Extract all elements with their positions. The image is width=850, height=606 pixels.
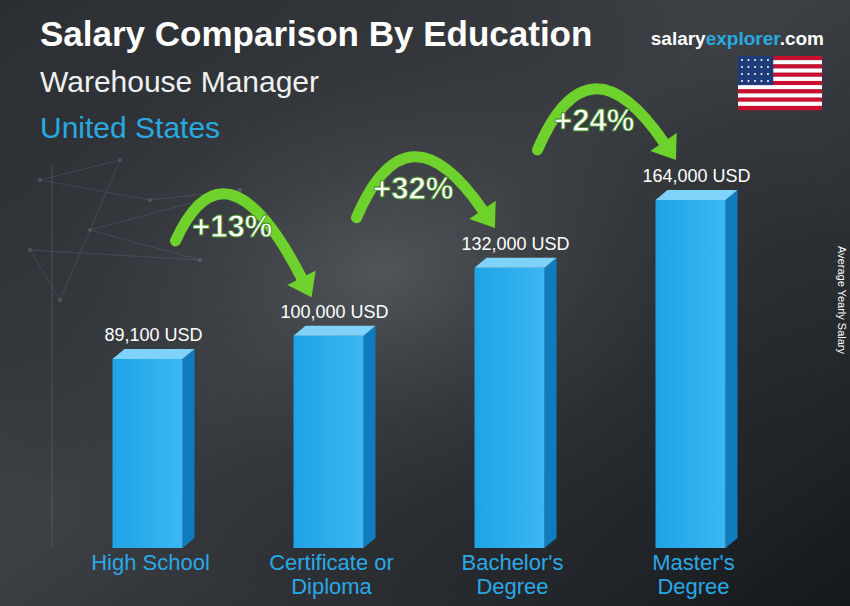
- flag-stripe: [738, 93, 822, 97]
- flag-star: [754, 66, 756, 68]
- bars: [113, 190, 738, 548]
- growth-arrow: [357, 157, 483, 218]
- category-label: High School: [91, 550, 210, 575]
- bar-side: [364, 326, 376, 548]
- flag-stripe: [738, 106, 822, 110]
- bar-side: [183, 349, 195, 548]
- flag-star: [761, 80, 763, 82]
- network-line: [40, 180, 150, 200]
- flag-star: [754, 80, 756, 82]
- subtitle: Warehouse Manager: [40, 65, 319, 98]
- category-line: Certificate or: [269, 550, 394, 575]
- bar-front: [656, 200, 726, 548]
- growth-annotation: +13%: [192, 209, 272, 244]
- category-label: Certificate orDiploma: [269, 550, 394, 599]
- y-axis-label: Average Yearly Salary: [836, 246, 848, 355]
- category-label: Master'sDegree: [652, 550, 734, 599]
- arrows: [176, 89, 677, 297]
- growth-arrow: [538, 89, 664, 150]
- bar: [113, 349, 195, 548]
- network-line: [30, 250, 200, 260]
- network-line: [30, 250, 60, 300]
- title: Salary Comparison By Education: [40, 14, 592, 53]
- flag-star: [754, 59, 756, 61]
- flag-star: [748, 73, 750, 75]
- flag-star: [761, 73, 763, 75]
- bar-top: [113, 349, 195, 359]
- category-line: Diploma: [291, 574, 372, 599]
- bar-top: [294, 326, 376, 336]
- growth-arrow-head: [650, 133, 676, 160]
- y-axis-line: [52, 166, 53, 548]
- growth-annotation: +32%: [373, 171, 453, 206]
- growth-arrow-head: [469, 201, 495, 228]
- bar: [475, 258, 557, 548]
- bar-front: [113, 359, 183, 548]
- growth-arrow-head: [287, 270, 315, 297]
- flag-canton: [738, 56, 773, 85]
- growth-annotation: +24%: [554, 103, 634, 138]
- flag-star: [767, 80, 769, 82]
- flag-star: [761, 66, 763, 68]
- data-label: 164,000 USD: [642, 166, 750, 186]
- source-part: explorer: [706, 28, 782, 49]
- data-label: 100,000 USD: [280, 302, 388, 322]
- category-line: Master's: [652, 550, 734, 575]
- bar-side: [545, 258, 557, 548]
- flag-stripe: [738, 98, 822, 102]
- flag-star: [748, 80, 750, 82]
- growth-arrow: [176, 194, 302, 278]
- flag-stripe: [738, 85, 822, 89]
- flag-stripe: [738, 102, 822, 106]
- bar: [294, 326, 376, 548]
- bar-top: [656, 190, 738, 200]
- background: [0, 0, 850, 606]
- data-label: 89,100 USD: [104, 325, 202, 345]
- bar-side: [726, 190, 738, 548]
- flag-star: [741, 80, 743, 82]
- source: salaryexplorer.com: [651, 28, 824, 49]
- flag-stripe: [738, 89, 822, 93]
- flag-star: [748, 66, 750, 68]
- flag-star: [748, 59, 750, 61]
- flag-star: [767, 59, 769, 61]
- category-line: High School: [91, 550, 210, 575]
- flag-star: [741, 73, 743, 75]
- category-label: Bachelor'sDegree: [461, 550, 563, 599]
- bar-top: [475, 258, 557, 268]
- source-part: .com: [780, 28, 824, 49]
- flag-star: [741, 66, 743, 68]
- subtitle: United States: [40, 111, 220, 144]
- category-line: Degree: [476, 574, 548, 599]
- flag-star: [754, 73, 756, 75]
- flag-star: [767, 66, 769, 68]
- flag-star: [741, 59, 743, 61]
- bar-front: [294, 336, 364, 548]
- flag: [738, 56, 822, 110]
- flag-star: [761, 59, 763, 61]
- chart-container: Salary Comparison By Education Warehouse …: [0, 0, 850, 606]
- chart-svg: Salary Comparison By Education Warehouse …: [0, 0, 850, 606]
- flag-star: [767, 73, 769, 75]
- category-line: Bachelor's: [461, 550, 563, 575]
- category-line: Degree: [657, 574, 729, 599]
- source-part: salary: [651, 28, 706, 49]
- bar-front: [475, 268, 545, 548]
- bar: [656, 190, 738, 548]
- background-glow: [0, 0, 850, 606]
- data-label: 132,000 USD: [461, 234, 569, 254]
